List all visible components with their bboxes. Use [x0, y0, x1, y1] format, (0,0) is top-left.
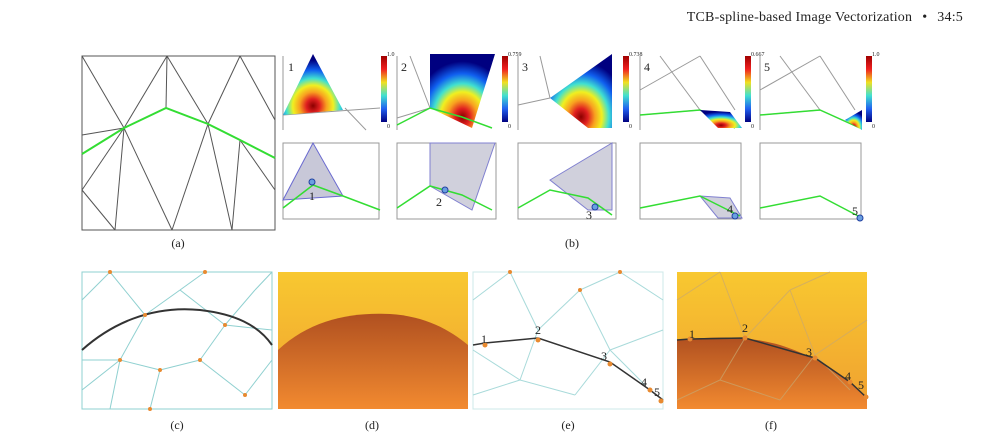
- caption-a: (a): [171, 236, 185, 250]
- b-cbar-min-2: 0: [508, 124, 511, 130]
- f-label-3: 3: [806, 345, 812, 359]
- b-cbar-min-5: 0: [872, 124, 875, 130]
- b-cbar-min-3: 0: [629, 124, 632, 130]
- b-cbar-min-1: 0: [387, 124, 390, 130]
- b-cbar-min-4: 0: [751, 124, 754, 130]
- b-cbar-max-3: 0.738: [629, 52, 643, 58]
- e-label-2: 2: [535, 323, 541, 337]
- b-bottom-label-3: 3: [586, 208, 592, 222]
- b-top-label-5: 5: [764, 60, 770, 74]
- b-top-label-1: 1: [288, 60, 294, 74]
- b-bottom-label-5: 5: [852, 204, 858, 218]
- b-cbar-max-1: 1.0: [387, 52, 395, 58]
- running-header: TCB-spline-based Image Vectorization • 34:…: [687, 10, 963, 26]
- f-label-4: 4: [845, 369, 851, 383]
- e-label-4: 4: [641, 375, 647, 389]
- f-label-1: 1: [689, 327, 695, 341]
- b-bottom-label-4: 4: [727, 202, 733, 216]
- b-bottom-label-2: 2: [436, 195, 442, 209]
- caption-c: (c): [170, 418, 184, 432]
- b-cbar-max-5: 1.0: [872, 52, 880, 58]
- caption-d: (d): [365, 418, 379, 432]
- b-top-label-2: 2: [401, 60, 407, 74]
- e-label-1: 1: [481, 332, 487, 346]
- f-label-5: 5: [858, 378, 864, 392]
- e-label-5: 5: [654, 385, 660, 399]
- b-cbar-max-2: 0.759: [508, 52, 522, 58]
- header-title: TCB-spline-based Image Vectorization: [686, 10, 913, 25]
- caption-e: (e): [561, 418, 575, 432]
- b-bottom-label-1: 1: [309, 189, 315, 203]
- b-cbar-max-4: 0.667: [751, 52, 765, 58]
- f-label-2: 2: [742, 321, 748, 335]
- header-separator: •: [922, 10, 928, 25]
- caption-b: (b): [565, 236, 579, 250]
- e-label-3: 3: [601, 349, 607, 363]
- b-top-label-3: 3: [522, 60, 528, 74]
- b-top-label-4: 4: [644, 60, 650, 74]
- caption-f: (f): [765, 418, 777, 432]
- page-number: 34:5: [937, 10, 963, 25]
